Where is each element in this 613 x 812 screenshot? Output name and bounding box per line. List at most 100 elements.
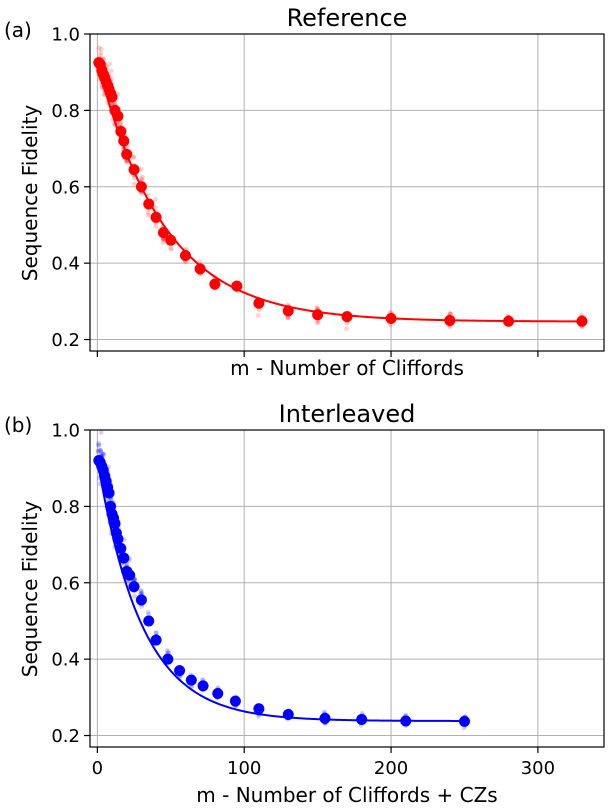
sequence-point — [107, 61, 113, 67]
x-tick-label: 200 — [374, 758, 408, 779]
sequence-point — [98, 448, 104, 454]
y-axis-label: Sequence Fidelity — [18, 501, 42, 678]
sequence-point — [153, 630, 159, 635]
sequence-point — [285, 315, 291, 321]
chart-title: Interleaved — [279, 400, 416, 428]
mean-point — [312, 309, 324, 321]
axes-frame — [89, 429, 605, 748]
mean-point — [112, 533, 124, 545]
mean-point — [165, 234, 177, 246]
sequence-point — [139, 174, 145, 180]
mean-point — [212, 688, 224, 700]
sequence-point — [145, 212, 151, 218]
sequence-point — [124, 561, 130, 567]
y-tick-label: 0.6 — [51, 177, 80, 198]
sequence-point — [131, 155, 137, 160]
sequence-point — [160, 237, 166, 243]
y-tick-label: 0.4 — [51, 650, 80, 671]
panel-reference: (a) Reference m - Number of Cliffords Se… — [4, 4, 605, 380]
sequence-point — [99, 451, 104, 456]
plot-area: 0.2 0.4 0.6 0.8 1.0 — [51, 25, 605, 357]
sequence-point — [98, 430, 104, 435]
sequence-point — [132, 593, 137, 599]
sequence-point — [145, 210, 151, 216]
chart-title: Reference — [287, 4, 408, 32]
y-tick-label: 0.2 — [51, 726, 80, 747]
mean-point — [400, 715, 412, 727]
sequence-point — [153, 630, 159, 636]
sequence-point — [112, 101, 118, 107]
data-layer — [93, 45, 588, 332]
sequence-point — [96, 45, 102, 51]
mean-point — [112, 110, 124, 122]
plot-area: 0 100 200 300 0.2 0.4 0.6 0.8 1.0 — [51, 421, 605, 779]
mean-point — [128, 164, 140, 176]
y-tick-label: 0.2 — [51, 330, 80, 351]
mean-point — [121, 148, 133, 160]
sequence-point — [100, 451, 106, 457]
sequence-point — [168, 246, 174, 252]
mean-point — [341, 311, 353, 323]
mean-point — [319, 712, 331, 724]
mean-point — [185, 674, 197, 686]
sequence-point — [97, 447, 103, 453]
data-layer — [93, 430, 470, 731]
sequence-point — [138, 191, 144, 196]
mean-point — [150, 211, 162, 223]
mean-point — [118, 552, 130, 564]
sequence-point — [98, 53, 103, 58]
mean-point — [109, 518, 121, 530]
sequence-point — [315, 319, 321, 325]
sequence-point — [461, 725, 467, 731]
sequence-point — [314, 320, 320, 326]
sequence-point — [138, 588, 144, 594]
mean-point — [282, 305, 294, 317]
sequence-point — [197, 259, 203, 264]
mean-point — [143, 198, 155, 210]
mean-point — [135, 594, 147, 606]
sequence-point — [447, 310, 453, 316]
sequence-point — [124, 158, 130, 164]
sequence-point — [153, 196, 158, 202]
mean-point — [356, 714, 368, 726]
sequence-point — [138, 166, 144, 172]
mean-point — [143, 615, 155, 627]
mean-point — [231, 280, 243, 292]
fit-curve — [97, 67, 582, 323]
x-axis-label: m - Number of Cliffords — [230, 356, 464, 380]
mean-point — [229, 695, 241, 707]
sequence-point — [131, 181, 137, 187]
sequence-point — [98, 50, 103, 56]
mean-point — [253, 297, 265, 309]
sequence-point — [98, 448, 103, 453]
panel-label: (a) — [4, 18, 32, 42]
axes-frame — [89, 33, 605, 352]
x-tick-label: 300 — [521, 758, 555, 779]
mean-point — [115, 542, 127, 554]
sequence-point — [139, 588, 144, 594]
sequence-point — [314, 304, 320, 310]
sequence-point — [153, 224, 159, 230]
y-axis-label: Sequence Fidelity — [18, 105, 42, 282]
mean-point — [128, 581, 140, 593]
mean-point — [124, 569, 136, 581]
sequence-point — [145, 609, 151, 615]
mean-point — [115, 125, 127, 137]
mean-point — [194, 263, 206, 275]
sequence-point — [108, 68, 114, 74]
mean-point — [103, 487, 115, 499]
mean-point — [385, 313, 397, 325]
y-tick-label: 0.8 — [51, 101, 80, 122]
sequence-point — [100, 451, 106, 457]
sequence-point — [95, 449, 101, 455]
panel-interleaved: (b) Interleaved m - Number of Cliffords … — [4, 400, 605, 807]
sequence-point — [101, 451, 107, 457]
sequence-point — [124, 159, 130, 165]
sequence-point — [255, 313, 261, 318]
mean-point — [503, 315, 515, 327]
panel-label: (b) — [4, 413, 32, 437]
mean-point — [458, 715, 470, 727]
sequence-point — [164, 648, 170, 653]
